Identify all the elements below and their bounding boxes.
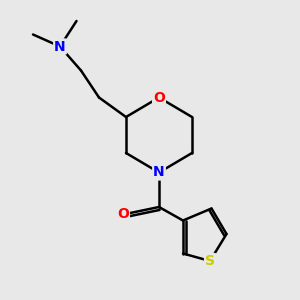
- Text: N: N: [54, 40, 66, 53]
- Text: N: N: [153, 166, 165, 179]
- Text: O: O: [117, 208, 129, 221]
- Text: O: O: [153, 91, 165, 104]
- Text: S: S: [205, 254, 215, 268]
